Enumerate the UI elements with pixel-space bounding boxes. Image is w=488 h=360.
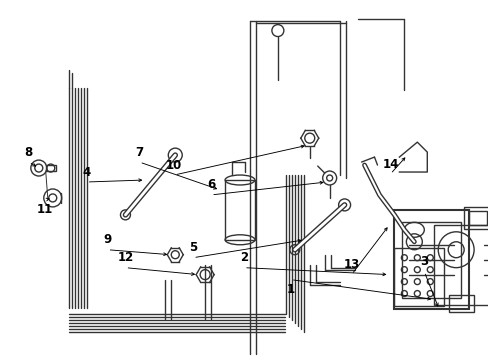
Text: 2: 2 <box>240 251 247 264</box>
Bar <box>402 222 460 298</box>
Bar <box>463 207 488 229</box>
Bar <box>468 211 486 225</box>
Text: 8: 8 <box>25 145 33 159</box>
Polygon shape <box>399 142 427 172</box>
Text: 10: 10 <box>166 158 182 172</box>
Bar <box>394 248 443 306</box>
Text: 9: 9 <box>103 233 111 246</box>
Text: 5: 5 <box>189 241 197 254</box>
Text: 13: 13 <box>343 258 359 271</box>
Text: 14: 14 <box>382 158 398 171</box>
Text: 3: 3 <box>419 255 427 268</box>
Bar <box>433 225 488 305</box>
Text: 4: 4 <box>82 166 91 179</box>
Text: 11: 11 <box>37 203 53 216</box>
Bar <box>46 165 56 171</box>
Bar <box>394 210 468 310</box>
Text: 1: 1 <box>286 283 294 296</box>
Bar <box>448 294 473 312</box>
Text: 12: 12 <box>117 251 133 264</box>
Bar <box>224 180 254 240</box>
Text: 7: 7 <box>135 145 143 159</box>
Text: 6: 6 <box>206 179 215 192</box>
